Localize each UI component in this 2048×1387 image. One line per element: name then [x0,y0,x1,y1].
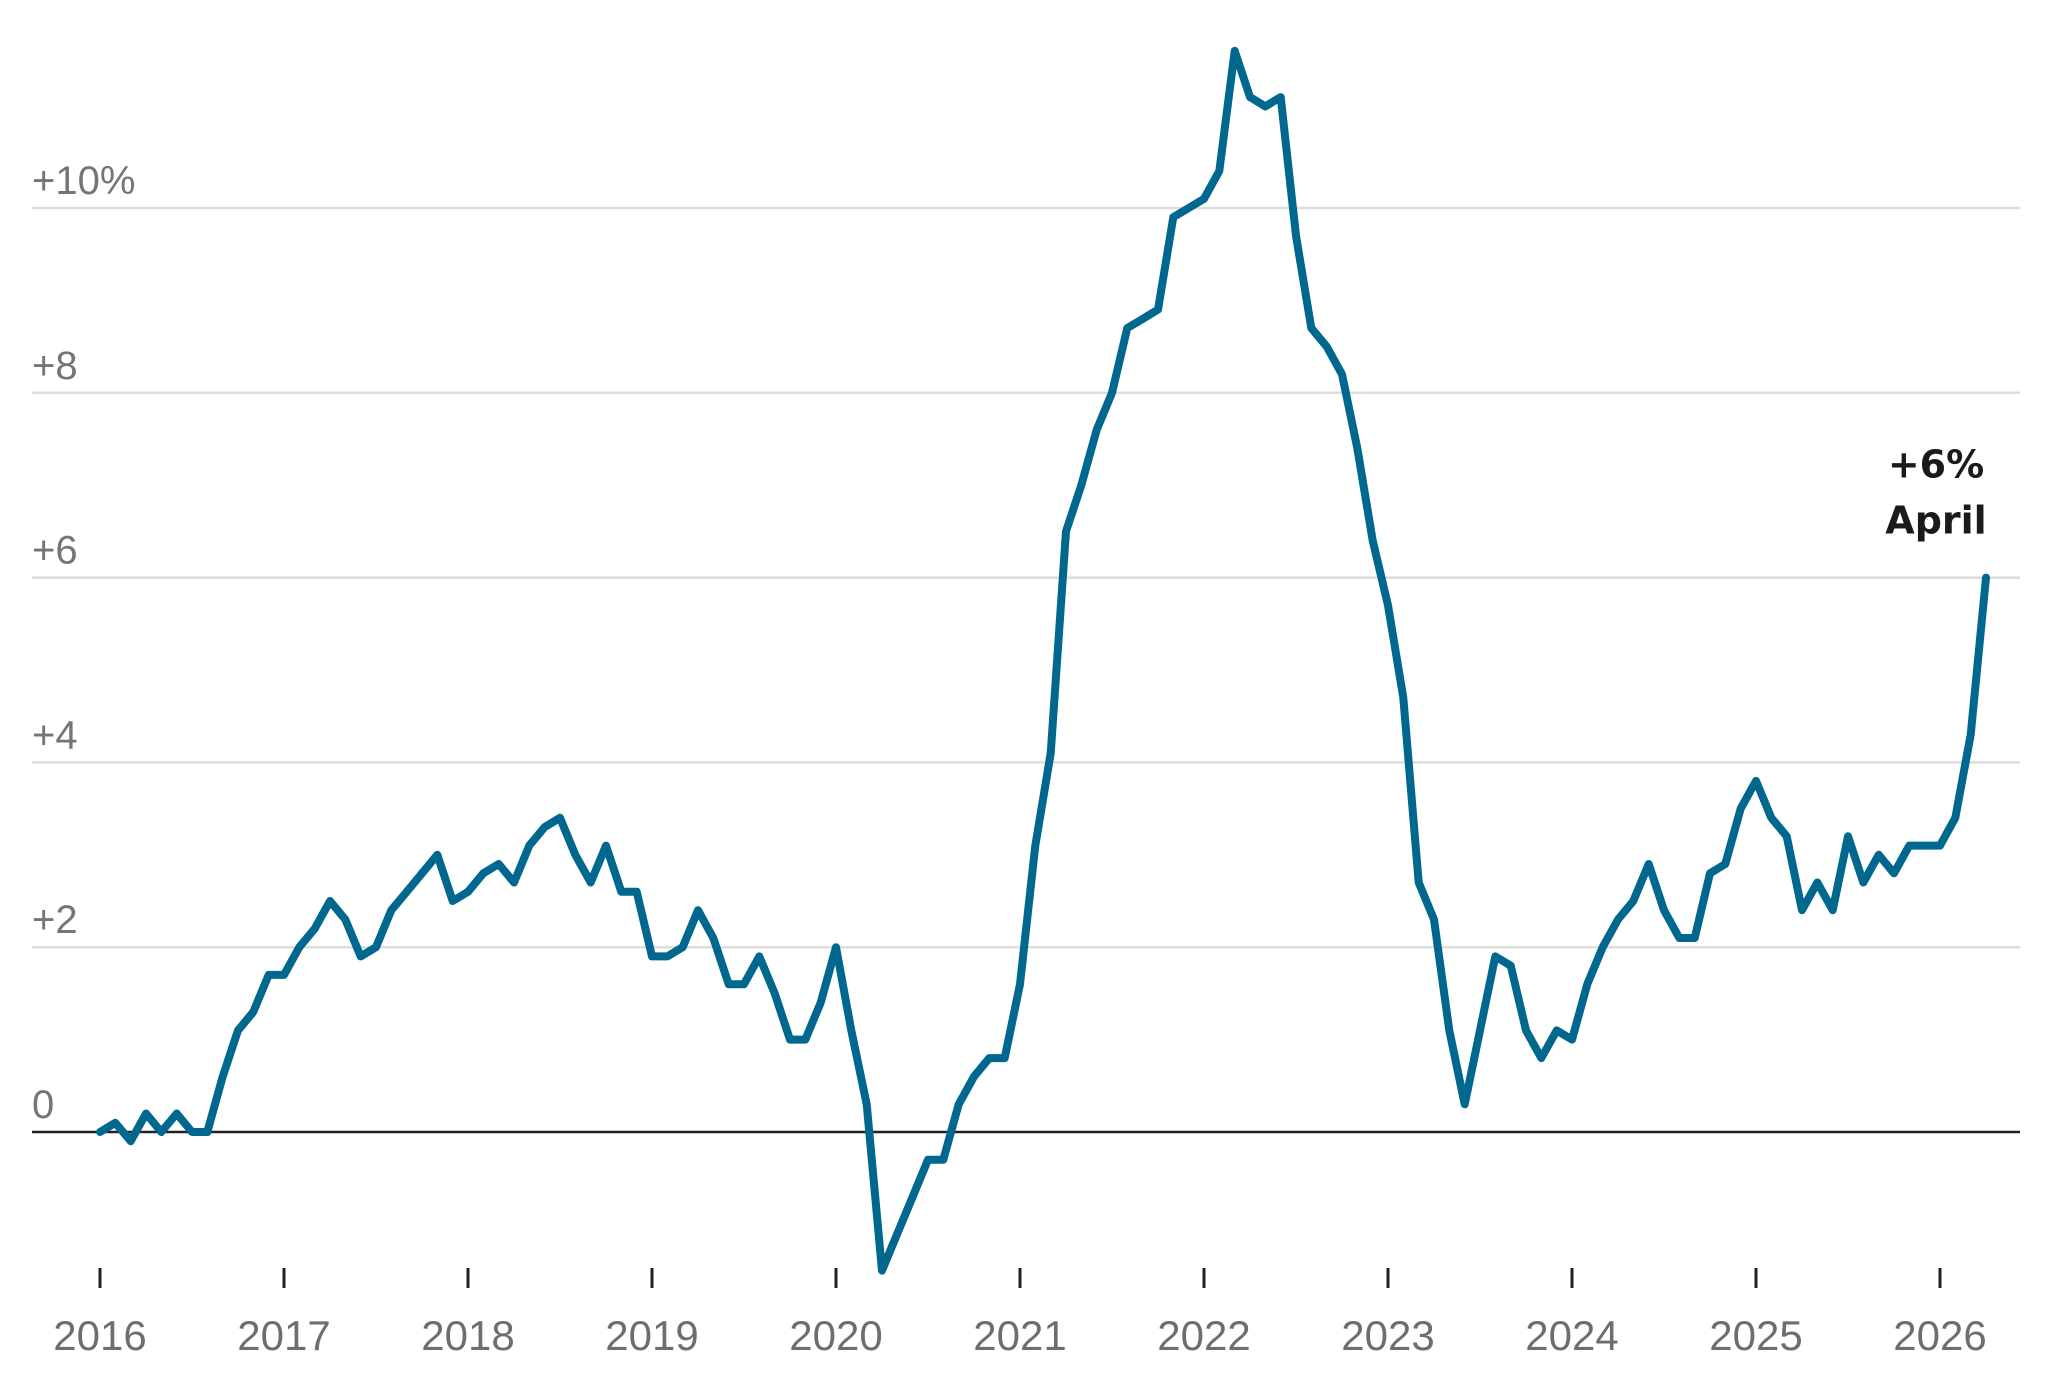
x-tick-label: 2019 [605,1312,698,1359]
x-tick-label: 2016 [53,1312,146,1359]
y-tick-label: +4 [32,713,78,757]
y-tick-label: +10% [32,159,135,203]
annotation-value-label: +6% [1888,443,1984,487]
series-group [96,46,1990,1275]
y-tick-label: +2 [32,898,78,942]
y-tick-label: 0 [32,1083,54,1127]
end-annotation: +6% April [1885,443,1986,543]
series-line [96,46,1990,1275]
annotation-date-label: April [1885,499,1986,543]
x-tick-label: 2020 [789,1312,882,1359]
x-tick-label: 2022 [1157,1312,1250,1359]
gridlines [32,206,2020,1134]
x-tick-label: 2017 [237,1312,330,1359]
x-tick-label: 2026 [1893,1312,1986,1359]
y-tick-label: +8 [32,344,78,388]
y-tick-label: +6 [32,529,78,573]
x-tick-label: 2018 [421,1312,514,1359]
x-axis: 2016 2017 2018 2019 2020 2021 2022 2023 2024 2025… [53,1268,1987,1359]
x-tick-label: 2024 [1525,1312,1618,1359]
x-tick-label: 2021 [973,1312,1066,1359]
x-tick-label: 2025 [1709,1312,1802,1359]
y-axis: +10% +8 +6 +4 +2 0 [32,159,135,1127]
x-tick-label: 2023 [1341,1312,1434,1359]
